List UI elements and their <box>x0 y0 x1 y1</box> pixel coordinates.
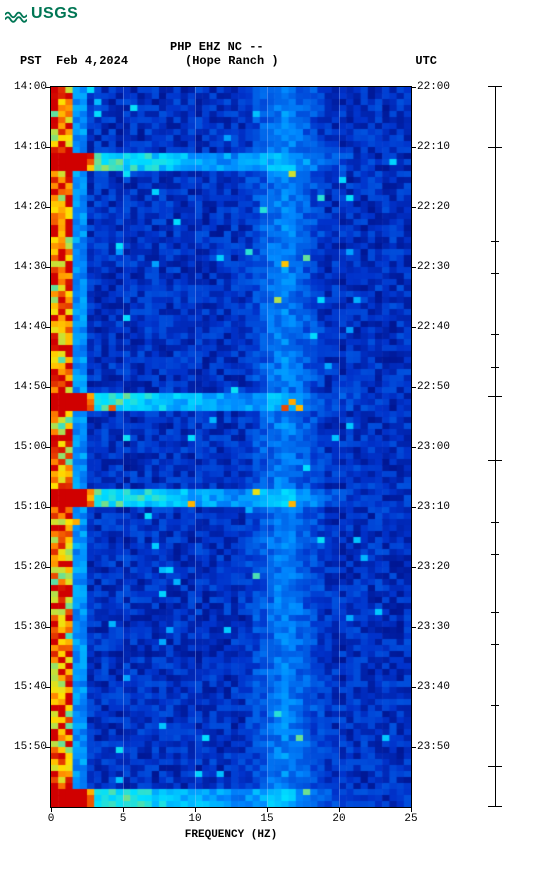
y-tick-right: 23:20 <box>411 561 450 573</box>
y-tick-right: 23:10 <box>411 501 450 513</box>
tick-mark <box>411 807 412 812</box>
side-tick-major <box>488 766 502 767</box>
y-tick-right: 23:00 <box>411 441 450 453</box>
tick-mark <box>46 627 51 628</box>
tick-mark <box>46 747 51 748</box>
gridline <box>123 87 124 807</box>
tick-mark <box>46 567 51 568</box>
left-tz: PST <box>20 54 42 68</box>
header-date: Feb 4,2024 <box>56 54 128 68</box>
side-tick-minor <box>491 334 499 335</box>
tick-mark <box>46 147 51 148</box>
tick-mark <box>411 207 416 208</box>
tick-mark <box>411 687 416 688</box>
header: PST Feb 4,2024 PHP EHZ NC -- (Hope Ranch… <box>0 40 552 70</box>
tick-mark <box>123 807 124 812</box>
tick-mark <box>411 87 416 88</box>
y-tick-right: 22:10 <box>411 141 450 153</box>
tick-mark <box>46 327 51 328</box>
tick-mark <box>411 507 416 508</box>
tick-mark <box>46 267 51 268</box>
tick-mark <box>46 447 51 448</box>
gridline <box>267 87 268 807</box>
spectrogram-plot: 14:0014:1014:2014:3014:4014:5015:0015:10… <box>50 86 412 808</box>
y-tick-right: 22:40 <box>411 321 450 333</box>
y-tick-right: 23:40 <box>411 681 450 693</box>
header-title: PHP EHZ NC -- <box>170 40 264 54</box>
side-tick-major <box>488 86 502 87</box>
side-tick-minor <box>491 241 499 242</box>
tick-mark <box>411 747 416 748</box>
tick-mark <box>411 627 416 628</box>
wave-icon <box>5 5 27 23</box>
y-tick-right: 22:50 <box>411 381 450 393</box>
tick-mark <box>51 807 52 812</box>
spectrogram-canvas <box>51 87 411 807</box>
side-tick-minor <box>491 522 499 523</box>
side-tick-minor <box>491 612 499 613</box>
tick-mark <box>46 87 51 88</box>
tick-mark <box>411 567 416 568</box>
tick-mark <box>267 807 268 812</box>
y-tick-right: 22:00 <box>411 81 450 93</box>
header-sub: (Hope Ranch ) <box>185 54 279 68</box>
side-tick-major <box>488 460 502 461</box>
tick-mark <box>411 147 416 148</box>
tick-mark <box>46 207 51 208</box>
gridline <box>339 87 340 807</box>
tick-mark <box>195 807 196 812</box>
y-tick-right: 23:30 <box>411 621 450 633</box>
side-tick-minor <box>491 554 499 555</box>
side-tick-minor <box>491 367 499 368</box>
tick-mark <box>411 387 416 388</box>
logo-text: USGS <box>31 5 78 23</box>
tick-mark <box>46 387 51 388</box>
tick-mark <box>46 687 51 688</box>
tick-mark <box>339 807 340 812</box>
header-left: PST Feb 4,2024 <box>20 54 128 68</box>
tick-mark <box>411 267 416 268</box>
side-tick-major <box>488 147 502 148</box>
side-scale <box>495 86 496 806</box>
gridline <box>195 87 196 807</box>
side-tick-major <box>488 396 502 397</box>
side-tick-minor <box>491 273 499 274</box>
tick-mark <box>411 447 416 448</box>
tick-mark <box>46 507 51 508</box>
side-tick-major <box>488 806 502 807</box>
side-tick-minor <box>491 705 499 706</box>
side-tick-minor <box>491 644 499 645</box>
x-axis-label: FREQUENCY (HZ) <box>185 829 277 841</box>
usgs-logo: USGS <box>5 5 78 23</box>
header-right-tz: UTC <box>415 54 437 68</box>
y-tick-right: 22:30 <box>411 261 450 273</box>
tick-mark <box>411 327 416 328</box>
y-tick-right: 23:50 <box>411 741 450 753</box>
y-tick-right: 22:20 <box>411 201 450 213</box>
